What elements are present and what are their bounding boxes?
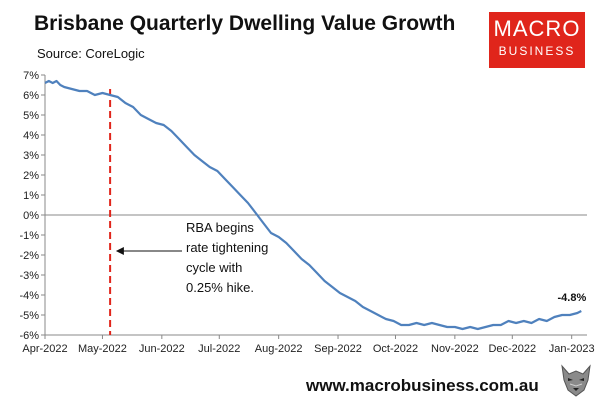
- x-tick-label: Apr-2022: [22, 343, 67, 355]
- y-tick-label: -1%: [19, 230, 39, 242]
- x-tick-label: Jan-2023: [549, 343, 595, 355]
- x-tick-label: Jul-2022: [198, 343, 240, 355]
- chart-title: Brisbane Quarterly Dwelling Value Growth: [34, 12, 456, 35]
- annotation-text-line: 0.25% hike.: [186, 280, 254, 295]
- y-tick-label: 0%: [23, 210, 39, 222]
- y-tick-label: 4%: [23, 130, 39, 142]
- wolf-mascot-icon: [556, 360, 596, 400]
- chart-source: Source: CoreLogic: [37, 46, 145, 61]
- macrobusiness-logo: MACRO BUSINESS: [489, 12, 585, 68]
- series-line: [44, 79, 582, 331]
- annotation-text-line: RBA begins: [186, 220, 254, 235]
- y-tick-label: -6%: [19, 330, 39, 342]
- y-tick-label: -3%: [19, 270, 39, 282]
- y-tick-label: 3%: [23, 150, 39, 162]
- y-tick-label: 7%: [23, 70, 39, 82]
- y-tick-label: -2%: [19, 250, 39, 262]
- y-tick-label: -4%: [19, 290, 39, 302]
- end-value-label: -4.8%: [558, 292, 587, 304]
- x-tick-label: Jun-2022: [139, 343, 185, 355]
- y-tick-label: 1%: [23, 190, 39, 202]
- x-tick-label: Dec-2022: [488, 343, 536, 355]
- x-tick-label: May-2022: [78, 343, 127, 355]
- annotation-text-line: rate tightening: [186, 240, 268, 255]
- y-tick-label: 6%: [23, 90, 39, 102]
- logo-line-2: BUSINESS: [498, 44, 576, 58]
- y-tick-label: 2%: [23, 170, 39, 182]
- annotation-text-line: cycle with: [186, 260, 242, 275]
- logo-line-1: MACRO: [493, 16, 581, 41]
- y-tick-label: 5%: [23, 110, 39, 122]
- x-tick-label: Oct-2022: [373, 343, 418, 355]
- website-url[interactable]: www.macrobusiness.com.au: [306, 376, 539, 395]
- x-tick-label: Sep-2022: [314, 343, 362, 355]
- y-tick-label: -5%: [19, 310, 39, 322]
- annotation-arrow-head: [115, 247, 124, 255]
- x-tick-label: Aug-2022: [255, 343, 303, 355]
- x-tick-label: Nov-2022: [431, 343, 479, 355]
